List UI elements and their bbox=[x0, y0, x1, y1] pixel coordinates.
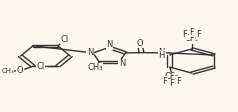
Text: F: F bbox=[176, 77, 181, 86]
Text: H: H bbox=[159, 51, 165, 60]
Text: Cl: Cl bbox=[37, 62, 45, 71]
Text: F: F bbox=[197, 30, 201, 39]
Text: CF₃: CF₃ bbox=[185, 34, 199, 43]
Text: F: F bbox=[162, 77, 167, 86]
Text: N: N bbox=[106, 40, 112, 49]
Text: F: F bbox=[169, 79, 174, 88]
Text: N: N bbox=[159, 48, 165, 57]
Text: CH₃: CH₃ bbox=[1, 68, 14, 74]
Text: N: N bbox=[87, 48, 93, 57]
Text: N: N bbox=[119, 59, 125, 68]
Text: F: F bbox=[182, 30, 187, 39]
Text: Cl: Cl bbox=[61, 35, 69, 44]
Text: CF₃: CF₃ bbox=[165, 72, 179, 81]
Text: O: O bbox=[137, 39, 144, 48]
Text: F: F bbox=[189, 28, 194, 37]
Text: CH₃: CH₃ bbox=[87, 63, 103, 72]
Text: O: O bbox=[17, 66, 23, 75]
